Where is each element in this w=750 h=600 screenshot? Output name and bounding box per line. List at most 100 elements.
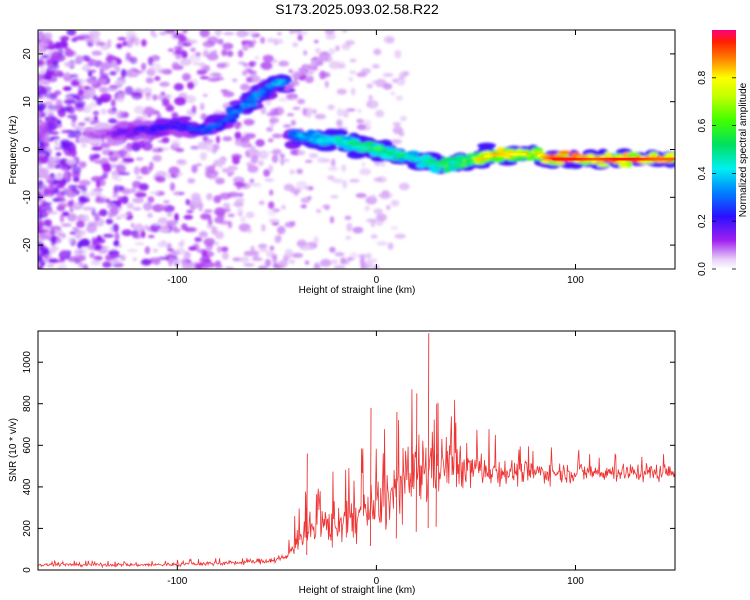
noise-blob xyxy=(262,54,274,63)
noise-blob xyxy=(64,47,71,51)
noise-blob xyxy=(278,60,289,67)
noise-blob xyxy=(222,91,235,98)
y-tick-label: 10 xyxy=(22,96,33,108)
noise-blob xyxy=(113,240,120,247)
noise-blob xyxy=(289,169,295,175)
noise-blob xyxy=(72,176,80,183)
noise-blob xyxy=(398,130,405,137)
noise-blob xyxy=(283,87,291,93)
noise-blob xyxy=(303,64,309,70)
noise-blob xyxy=(248,30,257,36)
noise-blob xyxy=(195,163,202,167)
noise-blob xyxy=(145,77,154,84)
noise-blob xyxy=(39,110,45,117)
noise-blob xyxy=(304,159,313,163)
noise-blob xyxy=(115,94,125,103)
noise-blob xyxy=(39,155,49,164)
noise-blob xyxy=(134,242,145,246)
noise-blob xyxy=(114,176,123,182)
noise-blob xyxy=(66,159,76,165)
noise-blob xyxy=(108,151,114,156)
noise-blob xyxy=(62,86,72,91)
noise-blob xyxy=(200,113,207,121)
noise-blob xyxy=(172,259,183,264)
noise-blob xyxy=(397,79,405,86)
noise-blob xyxy=(365,252,372,260)
noise-blob xyxy=(217,38,224,45)
noise-blob xyxy=(245,211,255,219)
noise-blob xyxy=(155,170,167,177)
snr-peak-spike xyxy=(306,453,308,556)
noise-blob xyxy=(206,52,219,61)
snr-plot-area xyxy=(38,331,675,570)
noise-blob xyxy=(249,145,256,153)
noise-blob xyxy=(94,212,100,222)
noise-blob xyxy=(39,242,45,252)
noise-blob xyxy=(64,171,69,180)
snr-panel: -100 0 100 0 200 400 600 800 1000 Height of str… xyxy=(8,330,676,596)
noise-blob xyxy=(61,223,72,227)
noise-blob xyxy=(185,198,191,206)
noise-blob xyxy=(70,184,77,194)
ridge-blob xyxy=(335,139,344,142)
noise-blob xyxy=(93,116,98,121)
x-tick-label: -100 xyxy=(167,576,187,587)
noise-blob xyxy=(222,202,231,209)
ridge-blob xyxy=(277,83,285,87)
ridge-blob xyxy=(530,151,536,155)
noise-blob xyxy=(232,257,241,262)
noise-blob xyxy=(143,202,153,211)
noise-blob xyxy=(258,200,265,206)
ridge-core-segment xyxy=(519,152,527,156)
noise-blob xyxy=(174,213,179,222)
noise-blob xyxy=(394,49,402,59)
noise-blob xyxy=(317,157,327,163)
noise-blob xyxy=(141,230,146,239)
noise-blob xyxy=(356,72,367,78)
noise-blob xyxy=(54,259,66,263)
noise-blob xyxy=(134,192,147,198)
noise-blob xyxy=(153,222,160,226)
noise-blob xyxy=(369,194,377,199)
noise-blob xyxy=(334,252,345,257)
ridge-blob xyxy=(312,136,319,141)
noise-blob xyxy=(336,108,344,117)
noise-blob xyxy=(300,204,307,209)
noise-blob xyxy=(241,40,246,46)
colorbar-tick-label: 0.6 xyxy=(697,118,708,132)
ridge-blob xyxy=(335,136,343,140)
noise-blob xyxy=(242,142,249,148)
colorbar-ticks: 0.0 0.2 0.4 0.6 0.8 xyxy=(697,70,736,276)
noise-blob xyxy=(174,49,186,55)
noise-blob xyxy=(114,80,126,85)
noise-blob xyxy=(200,151,207,161)
noise-blob xyxy=(46,115,55,123)
noise-blob xyxy=(297,168,304,175)
noise-blob xyxy=(190,145,201,150)
noise-blob xyxy=(188,246,197,251)
noise-blob xyxy=(269,189,274,196)
noise-blob xyxy=(57,263,67,269)
noise-blob xyxy=(214,241,219,246)
noise-blob xyxy=(161,136,170,144)
noise-blob xyxy=(149,161,154,171)
noise-blob xyxy=(108,118,118,124)
noise-blob xyxy=(297,150,306,156)
noise-blob xyxy=(109,259,121,264)
ridge-blob xyxy=(377,146,382,150)
noise-blob xyxy=(142,87,153,94)
noise-blob xyxy=(240,83,250,91)
noise-blob xyxy=(333,264,346,269)
noise-blob xyxy=(213,159,226,166)
noise-blob xyxy=(49,229,56,236)
noise-blob xyxy=(330,158,336,167)
noise-blob xyxy=(166,211,173,218)
ridge-blob xyxy=(136,130,142,134)
noise-blob xyxy=(130,222,135,229)
ridge-blob xyxy=(243,105,249,108)
snr-x-axis-label: Height of straight line (km) xyxy=(299,585,416,596)
noise-blob xyxy=(202,250,215,258)
ridge-blob xyxy=(368,147,374,150)
noise-blob xyxy=(236,30,249,38)
noise-blob xyxy=(74,249,81,257)
